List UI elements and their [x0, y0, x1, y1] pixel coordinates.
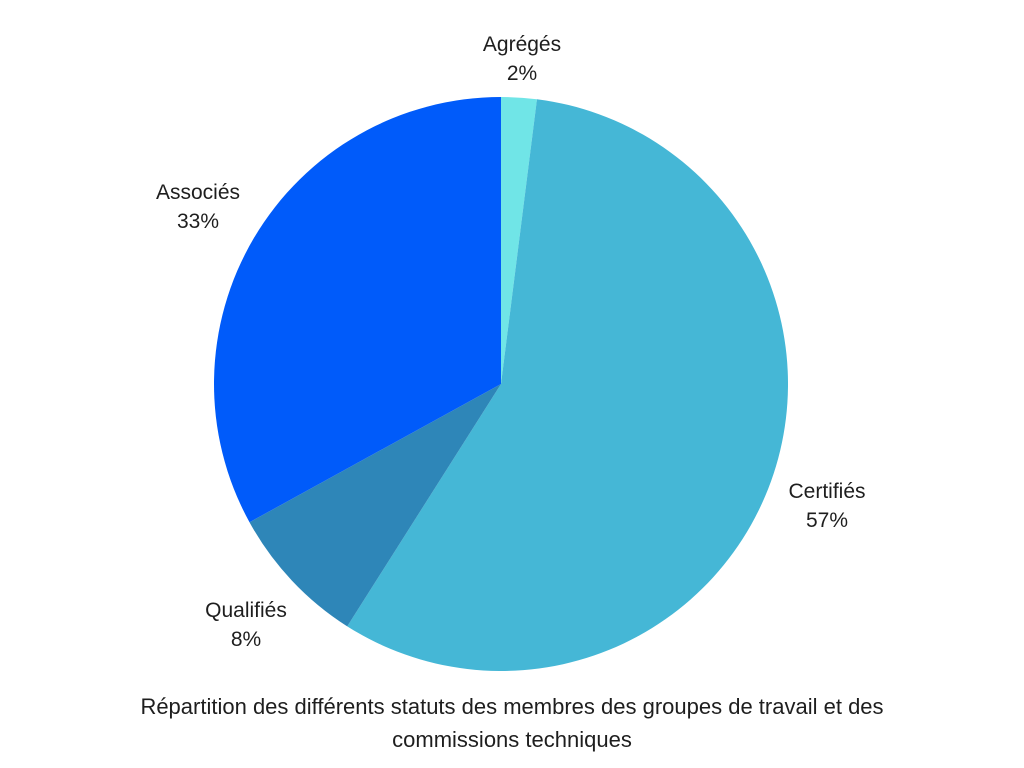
chart-title: Répartition des différents statuts des m… — [140, 694, 884, 752]
slice-name: Associés — [155, 181, 241, 204]
slice-label-agreges: Agrégés 2% — [483, 30, 561, 88]
slice-percent: 2% — [506, 62, 538, 85]
slice-label-certifies: Certifiés 57% — [788, 477, 865, 535]
slice-percent: 33% — [176, 210, 220, 233]
pie-slice-associes — [214, 97, 502, 523]
slice-label-associes: Associés 33% — [156, 178, 240, 236]
slice-name: Agrégés — [482, 33, 562, 56]
slice-label-qualifies: Qualifiés 8% — [205, 596, 287, 654]
slice-percent: 57% — [805, 509, 849, 532]
slice-percent: 8% — [230, 628, 262, 651]
slice-name: Qualifiés — [205, 599, 287, 622]
slice-name: Certifiés — [788, 480, 866, 503]
pie-slice-qualifies — [249, 384, 501, 627]
pie-slice-certifies — [347, 99, 789, 671]
pie-slice-agreges — [501, 97, 537, 384]
